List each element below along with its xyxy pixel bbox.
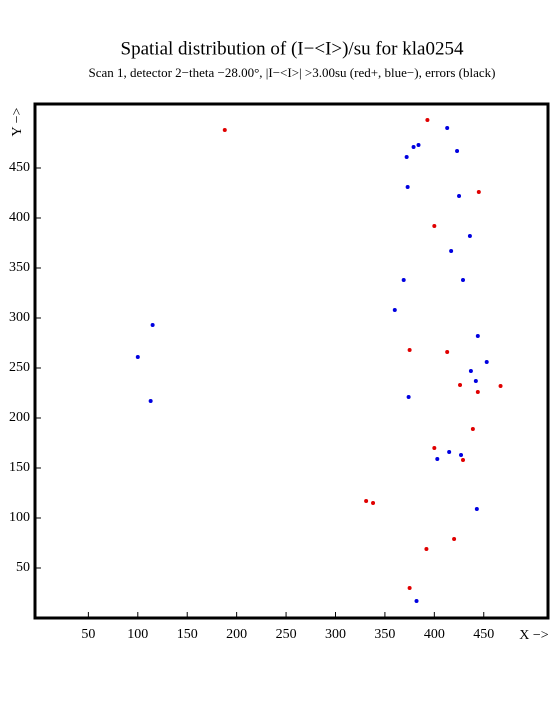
y-tick-label: 400 — [9, 210, 30, 225]
scatter-point — [445, 350, 450, 354]
y-tick-label: 200 — [9, 410, 30, 425]
scatter-point — [445, 126, 450, 130]
scatter-point — [452, 537, 457, 541]
scatter-point — [468, 369, 473, 373]
scatter-point — [222, 128, 227, 132]
scatter-point — [135, 355, 140, 359]
y-tick-label: 250 — [9, 360, 30, 375]
scatter-point — [455, 149, 460, 153]
scatter-point — [484, 360, 489, 364]
y-tick-label: 450 — [9, 160, 30, 175]
scatter-point — [371, 501, 376, 505]
scatter-point — [404, 155, 409, 159]
scatter-point — [459, 453, 464, 457]
y-tick-label: 150 — [9, 460, 30, 475]
scatter-point — [424, 547, 429, 551]
scatter-point — [470, 427, 475, 431]
scatter-point — [473, 379, 478, 383]
scatter-point — [407, 348, 412, 352]
x-tick-label: 300 — [325, 627, 346, 642]
scatter-point — [435, 457, 440, 461]
x-tick-label: 250 — [276, 627, 297, 642]
y-tick-label: 50 — [16, 560, 30, 575]
scatter-point — [460, 458, 465, 462]
x-tick-label: 400 — [424, 627, 445, 642]
scatter-point — [401, 278, 406, 282]
scatter-point — [458, 383, 463, 387]
x-axis-label: X −> — [519, 628, 549, 643]
scatter-point — [460, 278, 465, 282]
scatter-point — [476, 190, 481, 194]
scatter-point — [416, 143, 421, 147]
chart-subtitle: Scan 1, detector 2−theta −28.00°, |I−<I>… — [89, 65, 496, 80]
y-tick-label: 300 — [9, 310, 30, 325]
scatter-point — [457, 194, 462, 198]
scatter-point — [449, 249, 454, 253]
x-tick-label: 450 — [473, 627, 494, 642]
chart-title: Spatial distribution of (I−<I>)/su for k… — [121, 38, 464, 59]
scatter-point — [364, 499, 369, 503]
x-tick-label: 200 — [226, 627, 247, 642]
scatter-point — [475, 390, 480, 394]
scatter-point — [150, 323, 155, 327]
scatter-point — [467, 234, 472, 238]
y-axis-label: Y −> — [10, 107, 25, 136]
x-tick-label: 100 — [127, 627, 148, 642]
scatter-point — [407, 586, 412, 590]
x-tick-label: 50 — [81, 627, 95, 642]
scatter-point — [405, 185, 410, 189]
scatter-point — [432, 224, 437, 228]
scatter-point — [475, 334, 480, 338]
scatter-point — [425, 118, 430, 122]
x-tick-label: 350 — [374, 627, 395, 642]
x-tick-label: 150 — [177, 627, 198, 642]
scatter-point — [411, 145, 416, 149]
scatter-point — [148, 399, 153, 403]
scatter-point — [474, 507, 479, 511]
scatter-point — [406, 395, 411, 399]
plot-frame — [33, 102, 550, 620]
y-tick-label: 350 — [9, 260, 30, 275]
scatter-point — [414, 599, 419, 603]
scatter-point — [432, 446, 437, 450]
scatter-point — [498, 384, 503, 388]
scatter-point — [447, 450, 452, 454]
scatter-point — [392, 308, 397, 312]
y-tick-label: 100 — [9, 510, 30, 525]
